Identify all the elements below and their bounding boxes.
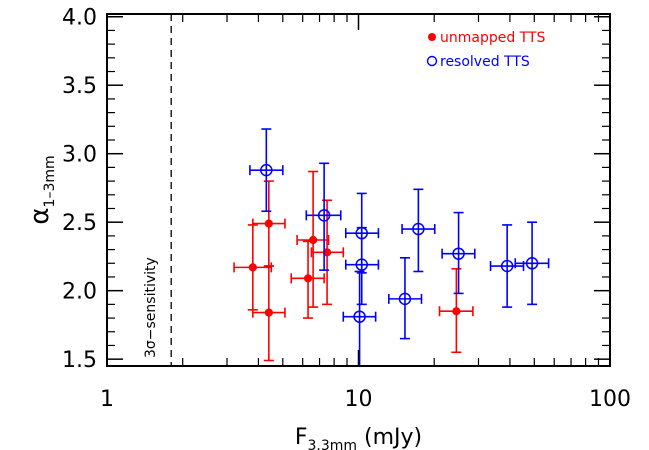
marker-filled <box>248 263 257 272</box>
x-tick-label: 100 <box>589 387 631 412</box>
y-tick-label: 2.5 <box>62 211 97 236</box>
marker-open <box>412 222 425 236</box>
data-point <box>401 188 436 273</box>
marker-filled <box>264 308 273 317</box>
marker-open <box>452 247 465 260</box>
marker-open <box>398 292 412 306</box>
data-points <box>170 14 550 366</box>
legend-label: resolved TTS <box>440 54 530 70</box>
legend-marker-filled <box>428 33 436 41</box>
data-point <box>438 267 474 354</box>
data-point <box>249 128 284 213</box>
legend-label: unmapped TTS <box>440 30 546 46</box>
y-tick-label: 3.5 <box>62 74 97 99</box>
legend: unmapped TTS resolved TTS <box>426 30 546 70</box>
legend-marker-open <box>426 55 438 67</box>
data-point <box>296 170 330 308</box>
data-point <box>514 221 550 306</box>
sensitivity-label: 3σ−sensitivity <box>143 257 159 358</box>
x-axis-title: F3.3mm (mJy) <box>295 425 422 450</box>
marker-open <box>260 163 273 177</box>
data-point <box>342 270 377 366</box>
data-point <box>290 240 325 319</box>
data-point <box>233 224 273 311</box>
y-tick-label: 1.5 <box>62 348 97 373</box>
marker-open <box>525 257 539 270</box>
axes: 1.5 2.0 2.5 3.0 3.5 4.0 1 10 100 F3.3mm (mJy) α1–3… <box>25 6 631 450</box>
data-point <box>388 256 423 340</box>
data-point <box>344 226 380 306</box>
series-resolved-tts <box>249 128 550 366</box>
data-point <box>489 224 525 308</box>
x-tick-label: 10 <box>345 387 373 412</box>
marker-filled <box>264 219 273 228</box>
marker-open <box>317 209 331 222</box>
x-tick-label: 1 <box>100 387 114 412</box>
y-axis-title: α1–3mm <box>25 155 58 224</box>
marker-filled <box>303 274 313 283</box>
y-tick-label: 3.0 <box>62 143 97 168</box>
marker-open <box>353 310 366 323</box>
series-unmapped-tts <box>233 170 474 362</box>
marker-filled <box>309 235 318 245</box>
legend-item: unmapped TTS <box>428 30 546 46</box>
marker-open <box>355 258 368 271</box>
data-point <box>441 211 476 295</box>
legend-item: resolved TTS <box>426 54 530 70</box>
plot-frame <box>106 13 611 367</box>
y-tick-label: 4.0 <box>62 6 97 31</box>
y-tick-label: 2.0 <box>62 280 97 305</box>
data-point <box>252 180 286 267</box>
marker-filled <box>452 307 461 316</box>
plot-area: 3σ−sensitivity <box>143 14 550 366</box>
marker-open <box>500 259 514 273</box>
data-point <box>305 162 342 271</box>
data-point <box>252 265 286 362</box>
